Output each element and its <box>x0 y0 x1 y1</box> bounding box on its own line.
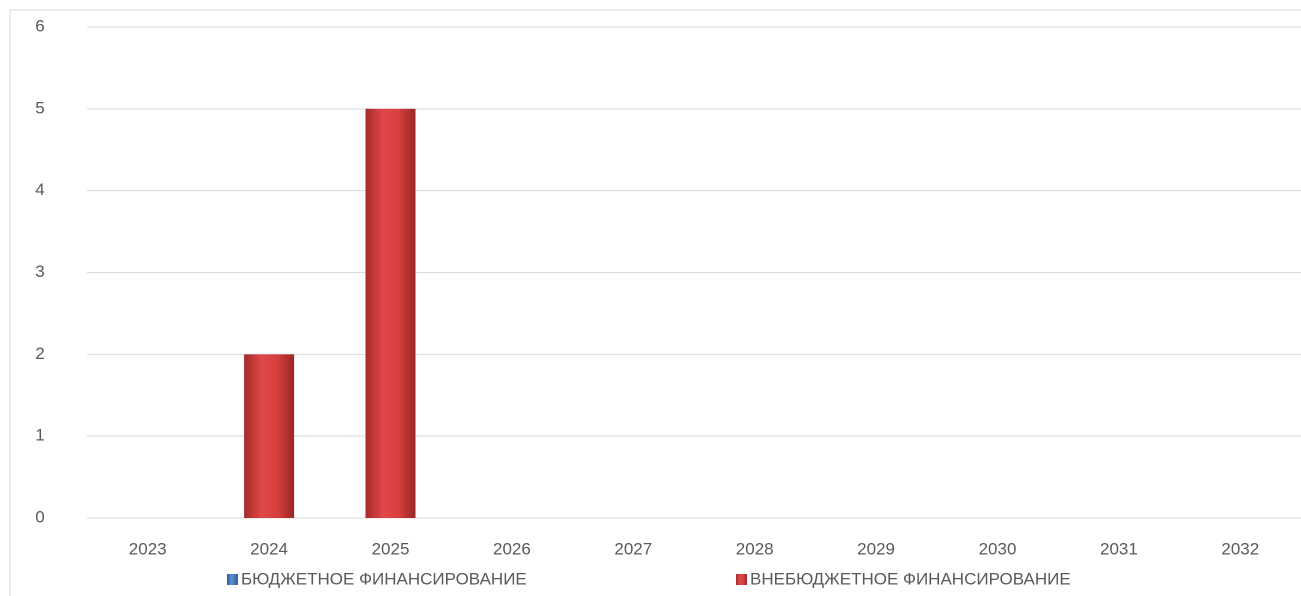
x-tick-label: 2023 <box>129 539 167 558</box>
y-tick-label: 4 <box>35 180 44 199</box>
bar <box>244 354 295 518</box>
x-tick-label: 2031 <box>1100 539 1138 558</box>
x-tick-label: 2027 <box>614 539 652 558</box>
x-tick-label: 2024 <box>250 539 288 558</box>
x-tick-label: 2026 <box>493 539 531 558</box>
x-tick-label: 2028 <box>736 539 774 558</box>
legend-swatch <box>227 574 238 585</box>
x-tick-label: 2030 <box>979 539 1017 558</box>
legend-label: ВНЕБЮДЖЕТНОЕ ФИНАНСИРОВАНИЕ <box>750 569 1071 588</box>
x-tick-label: 2032 <box>1221 539 1259 558</box>
y-tick-label: 2 <box>35 344 44 363</box>
legend-swatch <box>736 574 747 585</box>
y-tick-label: 5 <box>35 98 44 117</box>
x-tick-label: 2029 <box>857 539 895 558</box>
y-tick-label: 6 <box>35 16 44 35</box>
legend-label: БЮДЖЕТНОЕ ФИНАНСИРОВАНИЕ <box>241 569 527 588</box>
bar <box>365 108 416 518</box>
y-tick-label: 1 <box>35 426 44 445</box>
x-tick-label: 2025 <box>372 539 410 558</box>
y-tick-label: 0 <box>35 507 44 526</box>
y-tick-label: 3 <box>35 262 44 281</box>
